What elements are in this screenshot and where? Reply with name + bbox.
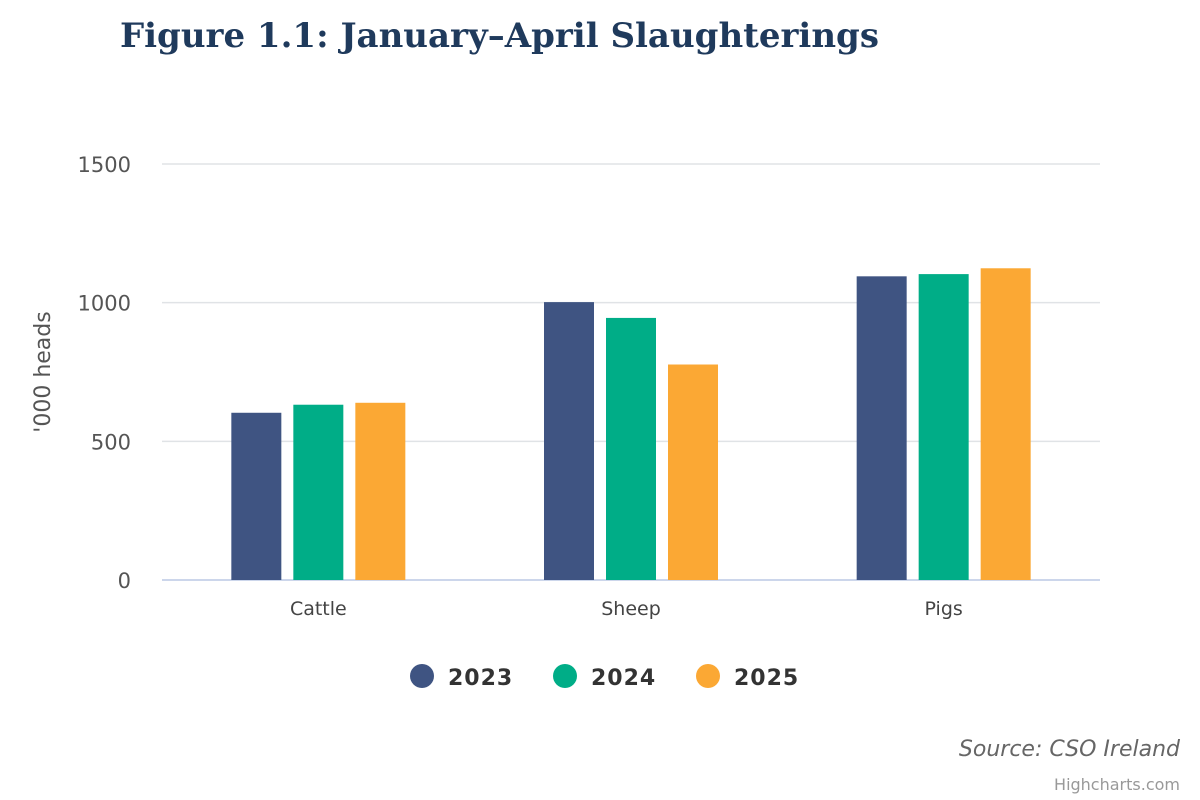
legend-label: 2024: [591, 666, 656, 691]
bar-pigs-2023[interactable]: [856, 276, 907, 580]
x-axis: Cattle Sheep Pigs: [290, 598, 963, 620]
bar-pigs-2024[interactable]: [918, 274, 969, 580]
source-note: Source: CSO Ireland: [959, 737, 1181, 762]
x-tick-label: Sheep: [601, 598, 661, 620]
chart-title: Figure 1.1: January–April Slaughterings: [120, 16, 879, 56]
legend-item-2024[interactable]: 2024: [553, 664, 656, 691]
bar-cattle-2025[interactable]: [355, 402, 406, 580]
bar-sheep-2023[interactable]: [544, 302, 594, 580]
bar-pigs-2025[interactable]: [980, 268, 1031, 580]
bar-cattle-2024[interactable]: [293, 404, 344, 580]
legend-item-2023[interactable]: 2023: [410, 664, 513, 691]
legend-marker: [696, 664, 720, 688]
legend-item-2025[interactable]: 2025: [696, 664, 799, 691]
bar-sheep-2025[interactable]: [668, 364, 718, 580]
legend-label: 2023: [448, 666, 513, 691]
legend[interactable]: 2023 2024 2025: [410, 664, 799, 691]
bar-cattle-2023[interactable]: [231, 412, 282, 580]
y-tick-label: 1000: [78, 292, 131, 316]
y-axis-title: '000 heads: [31, 311, 56, 432]
x-tick-label: Cattle: [290, 598, 347, 620]
y-tick-label: 1500: [78, 153, 131, 177]
credit-link[interactable]: Highcharts.com: [1054, 775, 1180, 794]
bar-sheep-2024[interactable]: [606, 317, 656, 580]
legend-label: 2025: [734, 666, 799, 691]
legend-marker: [410, 664, 434, 688]
y-tick-label: 500: [91, 430, 131, 454]
x-tick-label: Pigs: [925, 598, 963, 620]
legend-marker: [553, 664, 577, 688]
y-tick-label: 0: [118, 569, 131, 593]
bars: [231, 268, 1031, 580]
